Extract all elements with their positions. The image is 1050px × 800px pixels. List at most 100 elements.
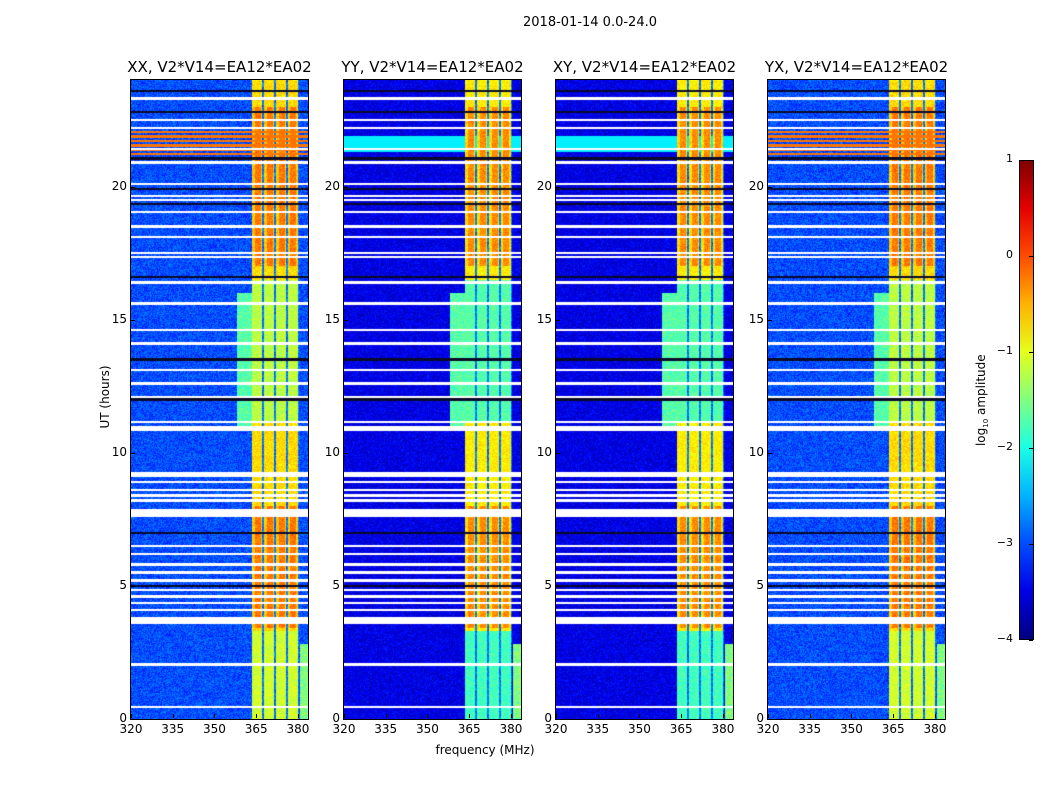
x-tick: [131, 714, 132, 718]
x-tick: [214, 714, 216, 718]
y-tick: [344, 186, 348, 188]
colorbar-tick: [1029, 640, 1033, 641]
panel-title: XX, V2*V14=EA12*EA02: [127, 58, 312, 76]
y-tick: [131, 186, 135, 188]
colorbar-label: log10 amplitude: [973, 354, 991, 447]
x-tick: [639, 714, 641, 718]
colorbar-tick: [1029, 352, 1033, 353]
x-tick: [681, 714, 683, 718]
y-tick-label: 10: [748, 444, 764, 459]
y-tick-label: 15: [111, 311, 127, 326]
y-tick-label: 15: [536, 311, 552, 326]
x-tick-label: 320: [332, 722, 356, 736]
y-tick-label: 10: [111, 444, 127, 459]
x-tick-label: 320: [544, 722, 568, 736]
y-tick: [556, 585, 560, 587]
colorbar-tick-label: 0: [1006, 248, 1013, 261]
x-tick-label: 380: [711, 722, 735, 736]
x-tick-label: 335: [374, 722, 398, 736]
x-tick-label: 320: [756, 722, 780, 736]
x-tick: [851, 714, 853, 718]
x-tick-label: 380: [286, 722, 310, 736]
panel-title: YX, V2*V14=EA12*EA02: [764, 58, 949, 76]
panel-title: XY, V2*V14=EA12*EA02: [552, 58, 737, 76]
x-tick: [427, 714, 429, 718]
x-tick: [934, 714, 936, 718]
x-tick: [768, 714, 769, 718]
colorbar-tick-label: −1: [996, 344, 1013, 357]
x-tick: [172, 714, 174, 718]
colorbar-tick-label: −3: [996, 536, 1013, 549]
y-tick-label: 5: [119, 577, 127, 592]
x-tick: [385, 714, 387, 718]
colorbar-tick: [1029, 256, 1033, 257]
y-tick: [768, 452, 772, 454]
x-tick-label: 350: [628, 722, 651, 736]
y-tick-label: 20: [748, 178, 764, 193]
y-tick-label: 0: [332, 711, 340, 725]
y-tick: [768, 585, 772, 587]
waterfall-panel-xx: XX, V2*V14=EA12*EA02 320 335 350 365 380 0 5 10 1…: [112, 58, 312, 736]
x-tick-label: 350: [840, 722, 863, 736]
x-tick: [722, 714, 724, 718]
panel-title: YY, V2*V14=EA12*EA02: [341, 58, 524, 76]
y-tick-label: 15: [324, 311, 340, 326]
y-tick-label: 20: [536, 178, 552, 193]
colorbar-tick: [1029, 544, 1033, 545]
y-tick-label: 20: [111, 178, 127, 193]
x-tick-label: 365: [881, 722, 905, 736]
colorbar-tick: [1029, 448, 1033, 449]
y-tick-label: 10: [536, 444, 552, 459]
x-tick-label: 365: [457, 722, 481, 736]
x-tick: [344, 714, 345, 718]
waterfall-panel-yy: YY, V2*V14=EA12*EA02 320 335 350 365 380 0 5 10 1…: [325, 58, 524, 736]
y-tick-label: 0: [544, 711, 552, 725]
y-tick: [344, 719, 348, 720]
waterfall-image: [768, 80, 945, 719]
x-tick: [597, 714, 599, 718]
x-tick-label: 335: [798, 722, 822, 736]
y-tick: [131, 719, 135, 720]
x-tick-label: 320: [119, 722, 143, 736]
x-tick-label: 365: [669, 722, 693, 736]
x-tick: [297, 714, 299, 718]
colorbar-tick-label: 1: [1006, 152, 1013, 165]
waterfall-panel-yx: YX, V2*V14=EA12*EA02 320 335 350 365 380 0 5 10 1…: [749, 58, 948, 736]
y-tick-label: 5: [756, 577, 764, 592]
y-tick: [556, 319, 560, 321]
y-tick-label: 20: [324, 178, 340, 193]
waterfall-image: [344, 80, 521, 719]
y-tick-label: 10: [324, 444, 340, 459]
colorbar-tick: [1029, 160, 1033, 161]
y-tick: [768, 319, 772, 321]
y-tick: [131, 585, 135, 587]
x-tick-label: 335: [161, 722, 185, 736]
x-tick-label: 380: [923, 722, 947, 736]
colorbar-tick-label: −2: [996, 440, 1013, 453]
y-tick-label: 0: [756, 711, 764, 725]
y-tick: [556, 452, 560, 454]
x-tick-label: 380: [499, 722, 523, 736]
waterfall-image: [131, 80, 308, 719]
y-tick: [344, 319, 348, 321]
y-tick-label: 5: [544, 577, 552, 592]
y-tick: [344, 452, 348, 454]
y-tick: [131, 452, 135, 454]
y-tick-label: 15: [748, 311, 764, 326]
y-tick-label: 5: [332, 577, 340, 592]
colorbar: [1019, 160, 1034, 640]
x-tick-label: 365: [244, 722, 268, 736]
x-tick: [510, 714, 512, 718]
x-tick: [809, 714, 811, 718]
y-tick: [131, 319, 135, 321]
y-tick: [344, 585, 348, 587]
waterfall-panel-xy: XY, V2*V14=EA12*EA02 320 335 350 365 380 0 5 10 1…: [537, 58, 736, 736]
y-tick-label: 0: [119, 711, 127, 725]
x-tick: [893, 714, 895, 718]
x-tick-label: 350: [203, 722, 226, 736]
y-tick: [768, 719, 772, 720]
figure-title: 2018-01-14 0.0-24.0: [523, 15, 657, 30]
x-tick: [469, 714, 471, 718]
colorbar-tick-label: −4: [996, 632, 1013, 645]
